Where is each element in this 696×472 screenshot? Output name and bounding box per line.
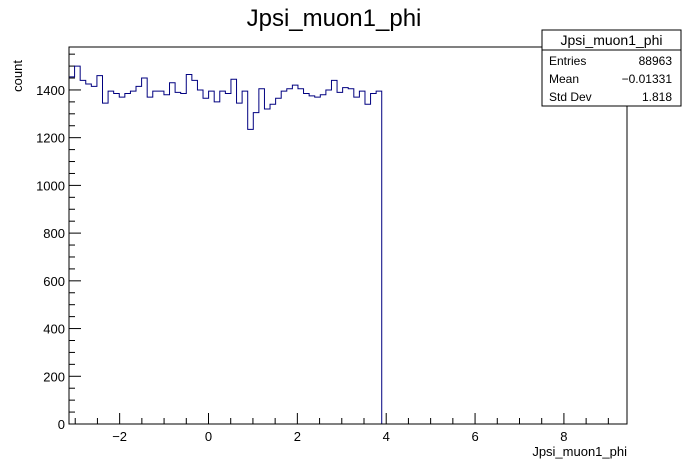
chart-title: Jpsi_muon1_phi [247,5,422,32]
x-tick-label: 0 [205,429,212,444]
y-axis: 0 200 400 600 800 1000 1200 1400 [36,53,81,432]
y-tick-label: 200 [43,369,65,384]
x-tick-label: 8 [560,429,567,444]
y-tick-label: 800 [43,226,65,241]
stats-mean-label: Mean [549,72,579,86]
stats-entries-value: 88963 [639,54,673,68]
stats-mean-value: −0.01331 [622,72,673,86]
y-axis-title: count [10,60,25,92]
x-tick-label: 6 [471,429,478,444]
x-axis: −2 0 2 4 6 8 [74,413,609,444]
y-tick-label: 400 [43,322,65,337]
x-axis-title: Jpsi_muon1_phi [532,444,627,459]
y-tick-label: 600 [43,274,65,289]
stats-title: Jpsi_muon1_phi [561,32,663,48]
x-tick-label: −2 [112,429,127,444]
histogram-series [69,65,383,424]
stats-stddev-label: Std Dev [549,90,592,104]
stats-stddev-value: 1.818 [642,90,672,104]
y-tick-label: 1400 [36,83,65,98]
stats-box: Jpsi_muon1_phi Entries 88963 Mean −0.013… [541,29,682,107]
y-tick-label: 0 [58,417,65,432]
y-tick-label: 1200 [36,131,65,146]
plot-frame [68,46,628,425]
y-tick-label: 1000 [36,178,65,193]
x-tick-label: 4 [383,429,390,444]
x-tick-label: 2 [294,429,301,444]
stats-entries-label: Entries [549,54,586,68]
